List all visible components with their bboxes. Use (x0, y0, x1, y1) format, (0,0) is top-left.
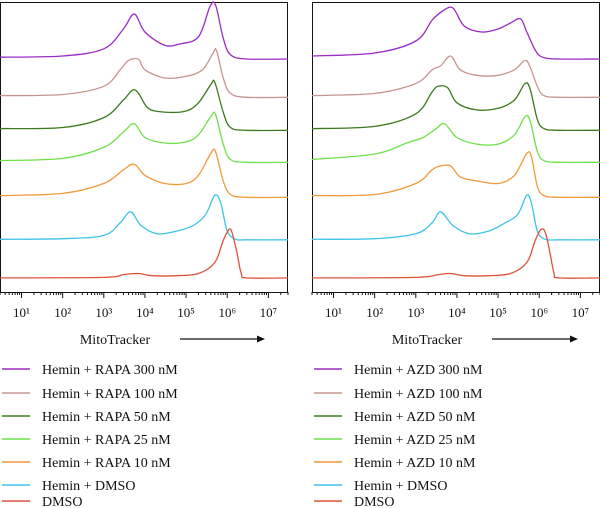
series-line (311, 82, 600, 132)
plot-frame (312, 2, 600, 293)
series-line (0, 194, 289, 241)
legend-label: Hemin + AZD 10 nM (354, 456, 476, 471)
legend-label: Hemin + RAPA 50 nM (42, 410, 171, 425)
series-line (311, 55, 600, 99)
series-line (311, 228, 600, 279)
x-tick-label: 10⁴ (136, 305, 154, 320)
x-axis-title: MitoTracker (392, 333, 463, 348)
x-tick-label: 10⁷ (260, 305, 278, 320)
legend-label: Hemin + DMSO (354, 479, 447, 494)
x-axis-arrowhead (257, 335, 265, 343)
x-tick-label: 10⁵ (177, 305, 195, 320)
legend-label: DMSO (354, 495, 394, 508)
chart-panel-2: 10¹ 10² 10³ 10⁴ 10⁵ 10⁶ 10⁷ MitoTracker Hemin + … (311, 2, 600, 508)
x-tick-label: 10⁴ (448, 305, 466, 320)
x-axis-arrowhead (570, 335, 578, 343)
legend-label: Hemin + RAPA 300 nM (42, 363, 178, 378)
series-line (311, 114, 600, 164)
x-tick-label: 10¹ (13, 305, 30, 320)
x-tick-label: 10³ (407, 305, 424, 320)
legend-label: Hemin + RAPA 10 nM (42, 456, 171, 471)
x-tick-label: 10³ (95, 305, 112, 320)
x-tick-label: 10⁵ (489, 305, 507, 320)
plot-frame (0, 2, 288, 293)
series-line (311, 194, 600, 241)
legend-label: Hemin + AZD 25 nM (354, 433, 476, 448)
legend-label: Hemin + AZD 100 nM (354, 387, 483, 402)
legend-label: Hemin + RAPA 100 nM (42, 387, 178, 402)
series-line (311, 6, 600, 60)
series-line (0, 111, 289, 164)
series-line (311, 151, 600, 199)
x-tick-label: 10⁶ (530, 305, 548, 320)
x-tick-label: 10¹ (325, 305, 342, 320)
legend-label: Hemin + RAPA 25 nM (42, 433, 171, 448)
legend-label: DMSO (42, 495, 82, 508)
legend-label: Hemin + AZD 300 nM (354, 363, 483, 378)
series-line (0, 79, 289, 132)
series-line (0, 48, 289, 99)
x-tick-label: 10² (54, 305, 71, 320)
series-line (0, 1, 289, 60)
x-tick-label: 10⁷ (572, 305, 590, 320)
chart-panel-1: 10¹ 10² 10³ 10⁴ 10⁵ 10⁶ 10⁷ MitoTracker Hemin + … (0, 1, 289, 508)
legend-label: Hemin + DMSO (42, 479, 135, 494)
series-line (0, 228, 289, 279)
x-tick-label: 10⁶ (218, 305, 236, 320)
series-line (0, 148, 289, 199)
x-axis-title: MitoTracker (80, 333, 151, 348)
x-tick-label: 10² (366, 305, 383, 320)
legend-label: Hemin + AZD 50 nM (354, 410, 476, 425)
